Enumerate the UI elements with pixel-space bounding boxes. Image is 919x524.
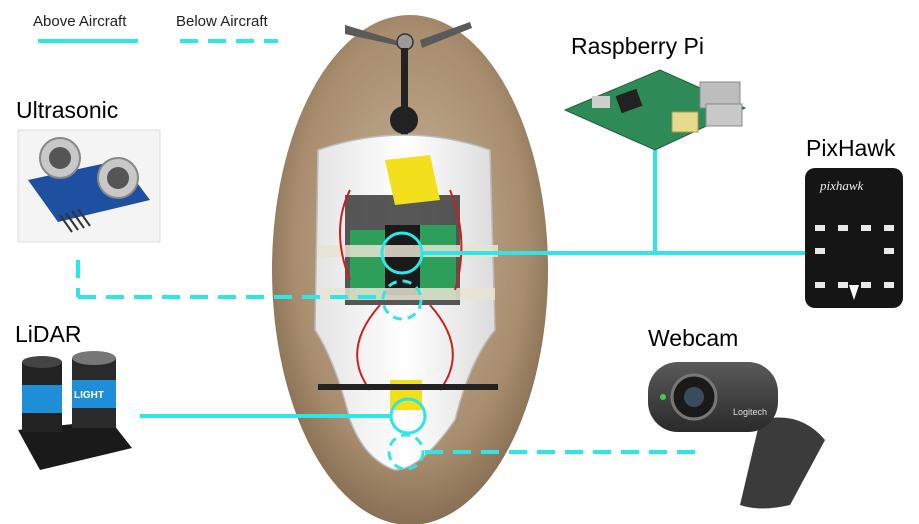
connectors [76, 150, 815, 471]
ultrasonic-picture [17, 129, 161, 243]
connection-point-webcam [387, 433, 425, 471]
connection-point-pixhawk [380, 231, 424, 275]
webcam-brand-text: Logitech [733, 407, 767, 417]
pixhawk-label: PixHawk [806, 135, 896, 161]
ultrasonic-label: Ultrasonic [16, 97, 119, 123]
connection-point-ultrasonic [381, 279, 423, 321]
connection-point-lidar [389, 397, 427, 435]
lidar-picture: LIGHT [14, 350, 138, 480]
aircraft-photo [272, 15, 548, 524]
lidar-label: LiDAR [15, 321, 82, 347]
propeller [345, 25, 400, 46]
webcam-picture: Logitech [648, 362, 825, 509]
legend-below-aircraft-label: Below Aircraft [176, 13, 268, 30]
lidar-brand-text: LIGHT [74, 390, 104, 401]
pixhawk-picture: pixhawk [805, 168, 903, 308]
pixhawk-logo-text: pixhawk [819, 178, 864, 193]
raspberry-pi-picture [563, 69, 747, 151]
raspberry-pi-label: Raspberry Pi [571, 33, 704, 59]
legend-above-aircraft-label: Above Aircraft [33, 13, 127, 30]
webcam-label: Webcam [648, 325, 739, 351]
